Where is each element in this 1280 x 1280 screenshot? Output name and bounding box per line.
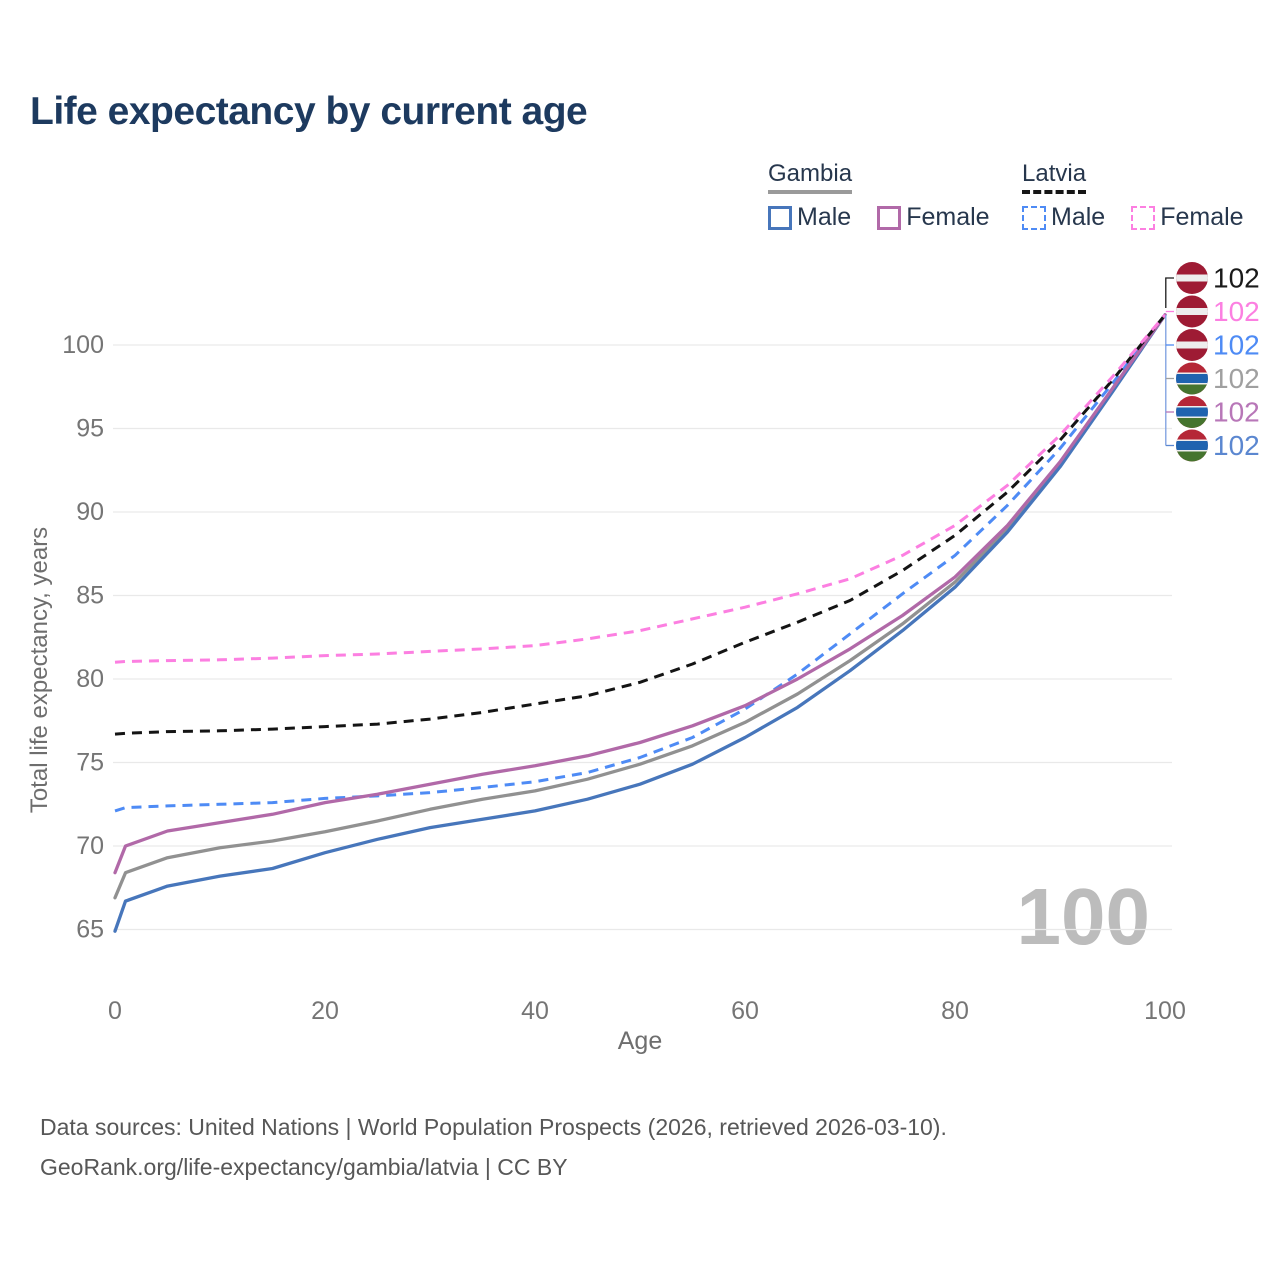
flag-gambia-icon [1176, 362, 1208, 395]
x-tick-label: 40 [521, 997, 549, 1025]
series-line-gambia-female[interactable] [113, 313, 1167, 875]
flag-latvia-icon [1176, 329, 1208, 361]
series-line-latvia-both[interactable] [114, 313, 1167, 736]
flag-gambia-icon [1176, 396, 1208, 428]
x-tick-label: 60 [731, 997, 759, 1025]
end-value-label-latvia: 102 [1213, 296, 1260, 327]
y-tick-label: 90 [76, 498, 104, 526]
legend-item-gambia-female[interactable]: Female [877, 203, 990, 232]
legend: Gambia Male Female Latvia Male [0, 160, 1280, 240]
y-tick-label: 95 [76, 415, 104, 443]
series-line-latvia-female[interactable] [114, 313, 1167, 664]
chart-watermark: 100 [1017, 872, 1150, 961]
latvia-female-swatch-icon [1131, 205, 1156, 230]
legend-group-gambia: Gambia Male Female [768, 160, 990, 232]
y-tick-label: 80 [76, 665, 104, 693]
y-tick-label: 85 [76, 582, 104, 610]
flag-latvia-icon [1176, 295, 1208, 328]
footer-line-sources: Data sources: United Nations | World Pop… [40, 1114, 947, 1140]
legend-label: Male [1051, 203, 1106, 231]
legend-item-latvia-female[interactable]: Female [1131, 203, 1244, 232]
y-tick-label: 75 [76, 749, 104, 777]
flag-latvia-icon [1176, 262, 1208, 294]
flag-gambia-icon [1176, 429, 1208, 462]
y-tick-label: 65 [76, 916, 104, 944]
gambia-female-swatch-icon [877, 205, 902, 230]
legend-items-latvia: Male Female [1022, 203, 1244, 232]
x-axis-title: Age [618, 1027, 662, 1055]
legend-label: Female [906, 203, 990, 231]
legend-item-latvia-male[interactable]: Male [1022, 203, 1105, 232]
y-tick-label: 100 [62, 331, 104, 359]
y-axis-title: Total life expectancy, years [26, 527, 53, 813]
x-tick-label: 20 [311, 997, 339, 1025]
series-line-latvia-male[interactable] [114, 313, 1167, 813]
end-value-label-gambia: 102 [1213, 397, 1260, 428]
x-tick-label: 0 [108, 997, 122, 1025]
series-line-gambia-both[interactable] [113, 313, 1167, 900]
end-value-label-gambia: 102 [1213, 430, 1260, 461]
legend-item-gambia-male[interactable]: Male [768, 203, 851, 232]
page-title: Life expectancy by current age [30, 90, 588, 133]
footer-line-url: GeoRank.org/life-expectancy/gambia/latvi… [40, 1154, 568, 1180]
end-value-label-latvia: 102 [1213, 263, 1260, 294]
end-value-label-latvia: 102 [1213, 330, 1260, 361]
gambia-male-swatch-icon [768, 205, 792, 230]
legend-country-gambia[interactable]: Gambia [768, 160, 853, 194]
end-value-label-gambia: 102 [1213, 363, 1260, 394]
leader-line [1165, 277, 1174, 308]
footer-attribution: Data sources: United Nations | World Pop… [40, 1107, 947, 1187]
legend-group-latvia: Latvia Male Female [1022, 160, 1244, 232]
legend-label: Male [797, 203, 852, 231]
x-tick-label: 80 [941, 997, 969, 1025]
y-tick-label: 70 [76, 832, 104, 860]
legend-country-latvia[interactable]: Latvia [1022, 160, 1087, 194]
x-tick-label: 100 [1144, 997, 1186, 1025]
series-line-gambia-male[interactable] [113, 313, 1167, 933]
latvia-male-swatch-icon [1022, 205, 1046, 230]
legend-items-gambia: Male Female [768, 203, 990, 232]
legend-label: Female [1160, 203, 1244, 231]
